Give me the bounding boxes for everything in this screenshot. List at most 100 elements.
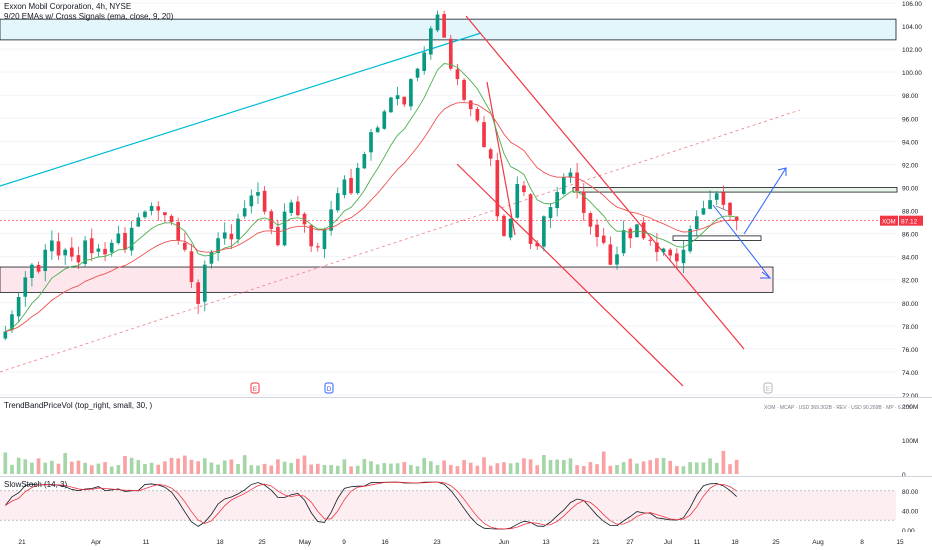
volume-bar — [229, 459, 234, 474]
event-marker-label: D — [327, 386, 332, 393]
volume-bar — [555, 459, 559, 474]
stoch-k-line — [5, 481, 737, 530]
event-marker — [324, 382, 334, 394]
candle-body — [395, 95, 400, 100]
candle-body — [595, 224, 599, 238]
candle-body — [608, 244, 613, 265]
x-tick-label: 9 — [342, 539, 346, 546]
candle-body — [76, 255, 81, 263]
volume-bar — [548, 460, 553, 474]
candle-body — [535, 242, 540, 247]
x-tick-label: 18 — [731, 539, 739, 546]
candle-body — [296, 201, 300, 216]
price-chart[interactable]: 106.00 104.00 102.00 100.00 98.00 96.00 94.00 9… — [0, 0, 932, 397]
x-tick-label: Jul — [664, 539, 673, 546]
volume-bar — [635, 463, 639, 474]
x-tick-label: 27 — [626, 539, 634, 546]
volume-bar — [389, 463, 393, 474]
dashed-channel-line — [0, 109, 801, 373]
candle-body — [581, 191, 586, 213]
candle-body — [202, 264, 207, 302]
projection-up — [743, 167, 787, 235]
stochastic-chart[interactable]: 80.00 40.00 0.00 — [0, 477, 932, 532]
ema-indicator-label[interactable]: 9/20 EMAs w/ Cross Signals (ema, close, … — [4, 12, 174, 21]
volume-bar — [688, 462, 692, 474]
arrow-head-up — [777, 167, 787, 176]
candle-body — [555, 192, 559, 209]
volume-bar — [502, 462, 506, 474]
candle-body — [409, 79, 413, 107]
x-tick-label: 25 — [258, 539, 266, 546]
volume-bar — [561, 459, 566, 474]
volume-bar — [488, 465, 493, 474]
candle-body — [522, 185, 526, 193]
candle-body — [482, 122, 486, 148]
pane-divider[interactable] — [0, 476, 932, 477]
y-tick-label: 74.00 — [902, 370, 919, 377]
volume-pane[interactable]: 200M 100M 0 TrendBandPriceVol (top_right, … — [0, 398, 932, 476]
y-tick-label: 80.00 — [902, 301, 919, 308]
chart-title[interactable]: Exxon Mobil Corporation, 4h, NYSE — [4, 2, 132, 11]
candle-body — [342, 179, 347, 196]
volume-bar — [442, 460, 446, 474]
candle-body — [23, 277, 28, 297]
volume-chart[interactable]: 200M 100M 0 — [0, 398, 932, 476]
candle-body — [402, 96, 407, 105]
candle-body — [69, 247, 74, 257]
volume-bar — [681, 466, 686, 474]
volume-bar — [302, 455, 307, 474]
volume-y-tick: 100M — [902, 438, 918, 445]
x-tick-label: 15 — [896, 539, 904, 546]
candle-body — [734, 216, 739, 221]
candle-body — [116, 233, 121, 244]
volume-bar — [495, 463, 500, 474]
time-axis[interactable]: 21 Apr 11 18 25 May 9 16 23 Jun 13 21 27 Jul 11 18 25 Aug… — [0, 532, 932, 550]
candle-body — [542, 216, 546, 247]
price-pane[interactable]: 106.00 104.00 102.00 100.00 98.00 96.00 94.00 9… — [0, 0, 932, 397]
candle-body — [661, 248, 666, 253]
candle-body — [229, 233, 234, 240]
candle-body — [568, 172, 573, 178]
y-tick-label: 106.00 — [902, 1, 922, 8]
candle-body — [143, 211, 147, 218]
candle-body — [236, 218, 240, 240]
y-tick-label: 76.00 — [902, 347, 919, 354]
volume-bar — [156, 464, 161, 474]
stoch-y-tick: 0.00 — [902, 528, 915, 532]
candle-body — [415, 68, 420, 78]
candle-body — [276, 226, 280, 246]
stochastic-pane[interactable]: 80.00 40.00 0.00 SlowStoch (14, 3) — [0, 477, 932, 532]
stochastic-indicator-label[interactable]: SlowStoch (14, 3) — [4, 480, 68, 489]
ema-9-line — [5, 63, 737, 332]
candle-body — [369, 132, 373, 153]
candle-body — [382, 111, 387, 129]
volume-bar — [309, 464, 313, 474]
pane-divider[interactable] — [0, 397, 932, 398]
candle-body — [575, 172, 579, 191]
candle-body — [315, 246, 320, 248]
volume-bar — [169, 457, 174, 474]
resistance-zone — [0, 18, 897, 41]
candle-body — [216, 238, 220, 254]
candle-body — [89, 238, 94, 254]
volume-indicator-label[interactable]: TrendBandPriceVol (top_right, small, 30,… — [4, 401, 153, 410]
candle-body — [694, 216, 699, 229]
y-tick-label: 88.00 — [902, 209, 919, 216]
candle-body — [322, 228, 327, 250]
stoch-y-tick: 40.00 — [902, 508, 919, 515]
time-axis-labels[interactable]: 21 Apr 11 18 25 May 9 16 23 Jun 13 21 27 Jul 11 18 25 Aug… — [0, 532, 932, 550]
volume-bar — [342, 459, 347, 474]
volume-bar — [189, 459, 194, 474]
candle-body — [249, 195, 254, 207]
candle-body — [502, 215, 506, 236]
volume-bar — [256, 465, 260, 474]
volume-bar — [714, 462, 719, 474]
ema-20-line — [5, 102, 737, 333]
y-tick-label: 104.00 — [902, 24, 922, 31]
volume-bar — [608, 465, 613, 474]
stoch-d-line — [5, 481, 737, 530]
volume-bar — [661, 457, 666, 474]
volume-bar — [535, 465, 540, 474]
candle-body — [515, 184, 520, 218]
long-trend-line — [0, 32, 482, 187]
